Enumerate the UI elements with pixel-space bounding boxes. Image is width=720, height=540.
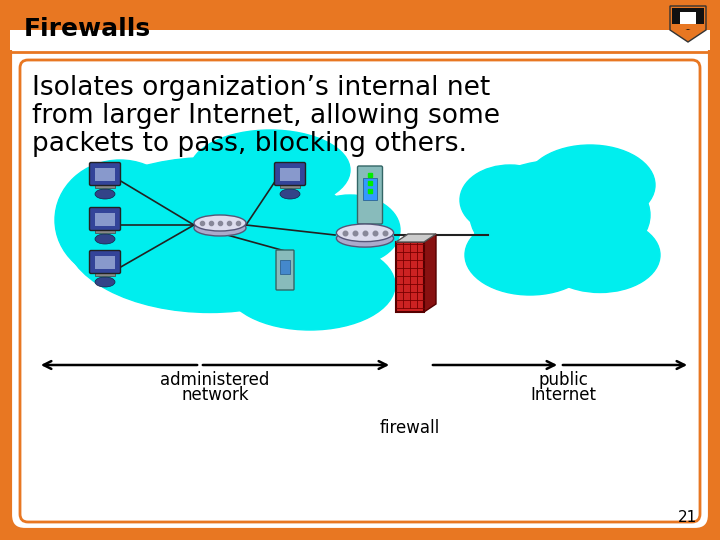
Ellipse shape — [190, 130, 350, 210]
Ellipse shape — [470, 160, 650, 270]
Text: packets to pass, blocking others.: packets to pass, blocking others. — [32, 131, 467, 157]
Ellipse shape — [465, 215, 595, 295]
Text: firewall: firewall — [380, 419, 440, 437]
FancyBboxPatch shape — [10, 10, 710, 50]
FancyBboxPatch shape — [10, 10, 710, 530]
Ellipse shape — [95, 277, 115, 287]
Ellipse shape — [540, 218, 660, 293]
Text: administered: administered — [161, 371, 270, 389]
FancyBboxPatch shape — [358, 166, 382, 224]
Ellipse shape — [336, 224, 394, 241]
Ellipse shape — [194, 220, 246, 236]
Bar — [95, 168, 115, 181]
Ellipse shape — [55, 160, 185, 280]
Polygon shape — [670, 6, 706, 42]
Ellipse shape — [460, 165, 560, 235]
Text: Firewalls: Firewalls — [24, 17, 151, 41]
FancyBboxPatch shape — [89, 163, 120, 186]
FancyBboxPatch shape — [20, 60, 700, 522]
Bar — [680, 12, 696, 24]
Bar — [280, 260, 290, 274]
Text: 21: 21 — [678, 510, 697, 525]
Polygon shape — [424, 234, 436, 312]
Bar — [280, 184, 300, 188]
Ellipse shape — [225, 240, 395, 330]
Bar — [672, 24, 704, 29]
Bar — [95, 256, 115, 269]
Ellipse shape — [280, 189, 300, 199]
Bar — [363, 178, 377, 200]
Ellipse shape — [194, 215, 246, 231]
Text: from larger Internet, allowing some: from larger Internet, allowing some — [32, 103, 500, 129]
FancyBboxPatch shape — [89, 251, 120, 273]
Text: public: public — [538, 371, 588, 389]
Bar — [95, 229, 115, 233]
Bar — [95, 213, 115, 226]
Bar — [95, 184, 115, 188]
FancyBboxPatch shape — [276, 250, 294, 290]
Bar — [280, 168, 300, 181]
Ellipse shape — [95, 220, 215, 300]
Bar — [396, 242, 424, 312]
Ellipse shape — [65, 158, 355, 313]
Bar — [95, 272, 115, 276]
Polygon shape — [672, 8, 704, 30]
Text: network: network — [181, 386, 249, 404]
Bar — [10, 30, 710, 50]
Ellipse shape — [300, 195, 400, 265]
Ellipse shape — [336, 230, 394, 247]
FancyBboxPatch shape — [89, 207, 120, 231]
Text: Internet: Internet — [530, 386, 596, 404]
Ellipse shape — [95, 189, 115, 199]
Ellipse shape — [525, 145, 655, 225]
Polygon shape — [396, 234, 436, 242]
FancyBboxPatch shape — [274, 163, 305, 186]
Ellipse shape — [95, 234, 115, 244]
Text: Isolates organization’s internal net: Isolates organization’s internal net — [32, 75, 490, 101]
